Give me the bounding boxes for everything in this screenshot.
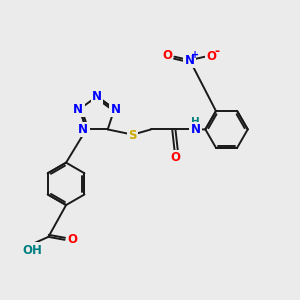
Text: N: N: [111, 103, 121, 116]
Text: O: O: [67, 233, 77, 246]
Text: S: S: [128, 129, 137, 142]
Text: +: +: [191, 50, 199, 60]
Text: N: N: [185, 54, 195, 67]
Text: O: O: [170, 152, 180, 164]
Text: N: N: [191, 123, 201, 136]
Text: H: H: [191, 117, 200, 127]
Text: O: O: [162, 49, 172, 62]
Text: OH: OH: [22, 244, 42, 256]
Text: N: N: [78, 123, 88, 136]
Text: N: N: [73, 103, 83, 116]
Text: O: O: [206, 50, 217, 63]
Text: N: N: [92, 90, 102, 103]
Text: -: -: [215, 45, 220, 58]
